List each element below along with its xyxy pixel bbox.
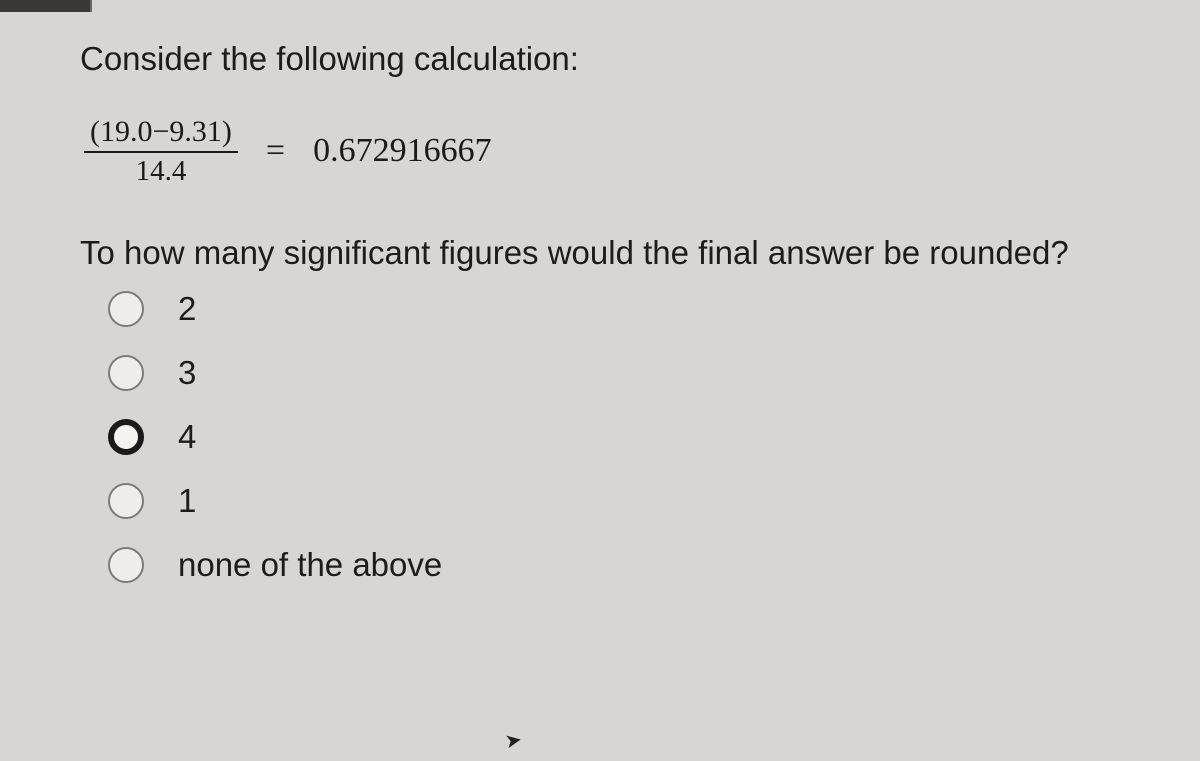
radio-icon bbox=[108, 291, 144, 327]
denominator: 14.4 bbox=[136, 153, 187, 186]
radio-icon bbox=[108, 547, 144, 583]
option-2[interactable]: 2 bbox=[108, 290, 1120, 328]
option-3[interactable]: 3 bbox=[108, 354, 1120, 392]
option-none[interactable]: none of the above bbox=[108, 546, 1120, 584]
radio-icon bbox=[108, 483, 144, 519]
options-group: 2 3 4 1 none of the above bbox=[108, 290, 1120, 584]
option-label: none of the above bbox=[178, 546, 442, 584]
fraction: (19.0−9.31) 14.4 bbox=[84, 116, 238, 186]
option-1[interactable]: 1 bbox=[108, 482, 1120, 520]
radio-icon-selected bbox=[108, 419, 144, 455]
option-label: 3 bbox=[178, 354, 196, 392]
equation-block: (19.0−9.31) 14.4 = 0.672916667 bbox=[84, 116, 1120, 186]
option-label: 4 bbox=[178, 418, 196, 456]
question-intro: Consider the following calculation: bbox=[80, 40, 1120, 78]
top-dark-tab bbox=[0, 0, 92, 12]
radio-icon bbox=[108, 355, 144, 391]
option-label: 1 bbox=[178, 482, 196, 520]
equation-result: 0.672916667 bbox=[313, 132, 492, 170]
option-label: 2 bbox=[178, 290, 196, 328]
question-text: To how many significant figures would th… bbox=[80, 234, 1120, 272]
cursor-icon: ➤ bbox=[503, 727, 524, 755]
option-4[interactable]: 4 bbox=[108, 418, 1120, 456]
numerator: (19.0−9.31) bbox=[84, 116, 238, 153]
equals-sign: = bbox=[266, 132, 285, 170]
